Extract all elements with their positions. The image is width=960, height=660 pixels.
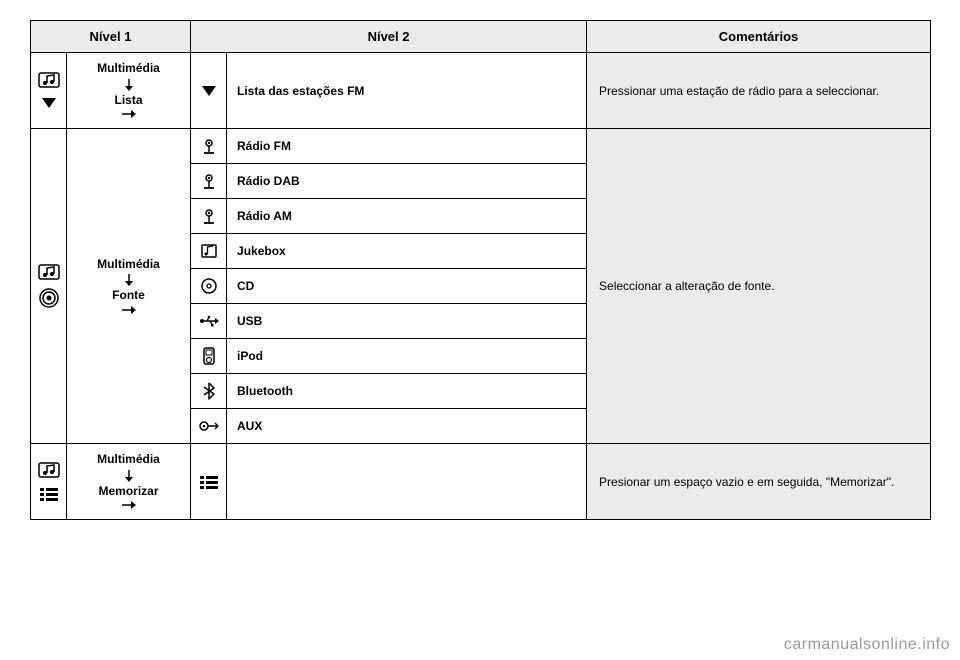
level1-label-cell: Multimédia Lista [67, 53, 191, 129]
level1-label-cell: Multimédia Memorizar [67, 444, 191, 520]
level1-icon-cell [31, 444, 67, 520]
table-row: Multimédia Fonte Rádio FM Seleccionar a … [31, 129, 931, 164]
source-usb: USB [227, 304, 587, 339]
radio-antenna-icon [193, 207, 224, 225]
table-row: Multimédia Lista Lista das estações FM P… [31, 53, 931, 129]
nav-title: Multimédia [97, 257, 160, 271]
source-bluetooth: Bluetooth [227, 374, 587, 409]
nav-sub: Lista [115, 93, 143, 107]
ipod-icon [193, 347, 224, 365]
level2-icon-cell [191, 269, 227, 304]
source-am: Rádio AM [227, 199, 587, 234]
level2-icon-cell [191, 444, 227, 520]
radio-antenna-icon [193, 172, 224, 190]
header-level2: Nível 2 [191, 21, 587, 53]
arrow-right-icon [97, 110, 160, 118]
arrow-right-icon [97, 501, 160, 509]
nav-sub: Fonte [112, 288, 145, 302]
level1-icon-cell [31, 129, 67, 444]
level2-label: Lista das estações FM [227, 53, 587, 129]
broadcast-icon [39, 288, 59, 308]
arrow-down-icon [97, 470, 160, 482]
aux-jack-icon [193, 420, 224, 432]
comment-cell: Seleccionar a alteração de fonte. [587, 129, 931, 444]
header-level1: Nível 1 [31, 21, 191, 53]
triangle-down-icon [40, 96, 58, 110]
arrow-down-icon [97, 274, 160, 286]
preset-list-icon [39, 486, 59, 502]
media-note-icon [38, 462, 60, 480]
watermark-text: carmanualsonline.info [784, 636, 950, 654]
level2-icon-cell [191, 374, 227, 409]
comment-cell: Pressionar uma estação de rádio para a s… [587, 53, 931, 129]
level2-icon-cell [191, 339, 227, 374]
bluetooth-icon [193, 382, 224, 400]
triangle-down-icon [193, 84, 224, 98]
arrow-down-icon [97, 79, 160, 91]
comment-cell: Presionar um espaço vazio e em seguida, … [587, 444, 931, 520]
media-note-icon [38, 264, 60, 282]
level2-icon-cell [191, 129, 227, 164]
nav-sub: Memorizar [98, 484, 158, 498]
nav-title: Multimédia [97, 452, 160, 466]
table-header-row: Nível 1 Nível 2 Comentários [31, 21, 931, 53]
nav-title: Multimédia [97, 61, 160, 75]
source-dab: Rádio DAB [227, 164, 587, 199]
usb-icon [193, 314, 224, 328]
level1-label-cell: Multimédia Fonte [67, 129, 191, 444]
level2-label-empty [227, 444, 587, 520]
table-row: Multimédia Memorizar Presionar um espaço… [31, 444, 931, 520]
level2-icon-cell [191, 304, 227, 339]
source-ipod: iPod [227, 339, 587, 374]
source-fm: Rádio FM [227, 129, 587, 164]
source-aux: AUX [227, 409, 587, 444]
source-jukebox: Jukebox [227, 234, 587, 269]
level2-icon-cell [191, 234, 227, 269]
menu-table: Nível 1 Nível 2 Comentários Multimédia [30, 20, 931, 520]
level2-icon-cell [191, 409, 227, 444]
jukebox-icon [193, 243, 224, 259]
level1-icon-cell [31, 53, 67, 129]
preset-list-icon [193, 474, 224, 490]
media-note-icon [38, 72, 60, 90]
source-cd: CD [227, 269, 587, 304]
level2-icon-cell [191, 199, 227, 234]
header-comments: Comentários [587, 21, 931, 53]
arrow-right-icon [97, 306, 160, 314]
radio-antenna-icon [193, 137, 224, 155]
cd-icon [193, 277, 224, 295]
level2-icon-cell [191, 53, 227, 129]
level2-icon-cell [191, 164, 227, 199]
